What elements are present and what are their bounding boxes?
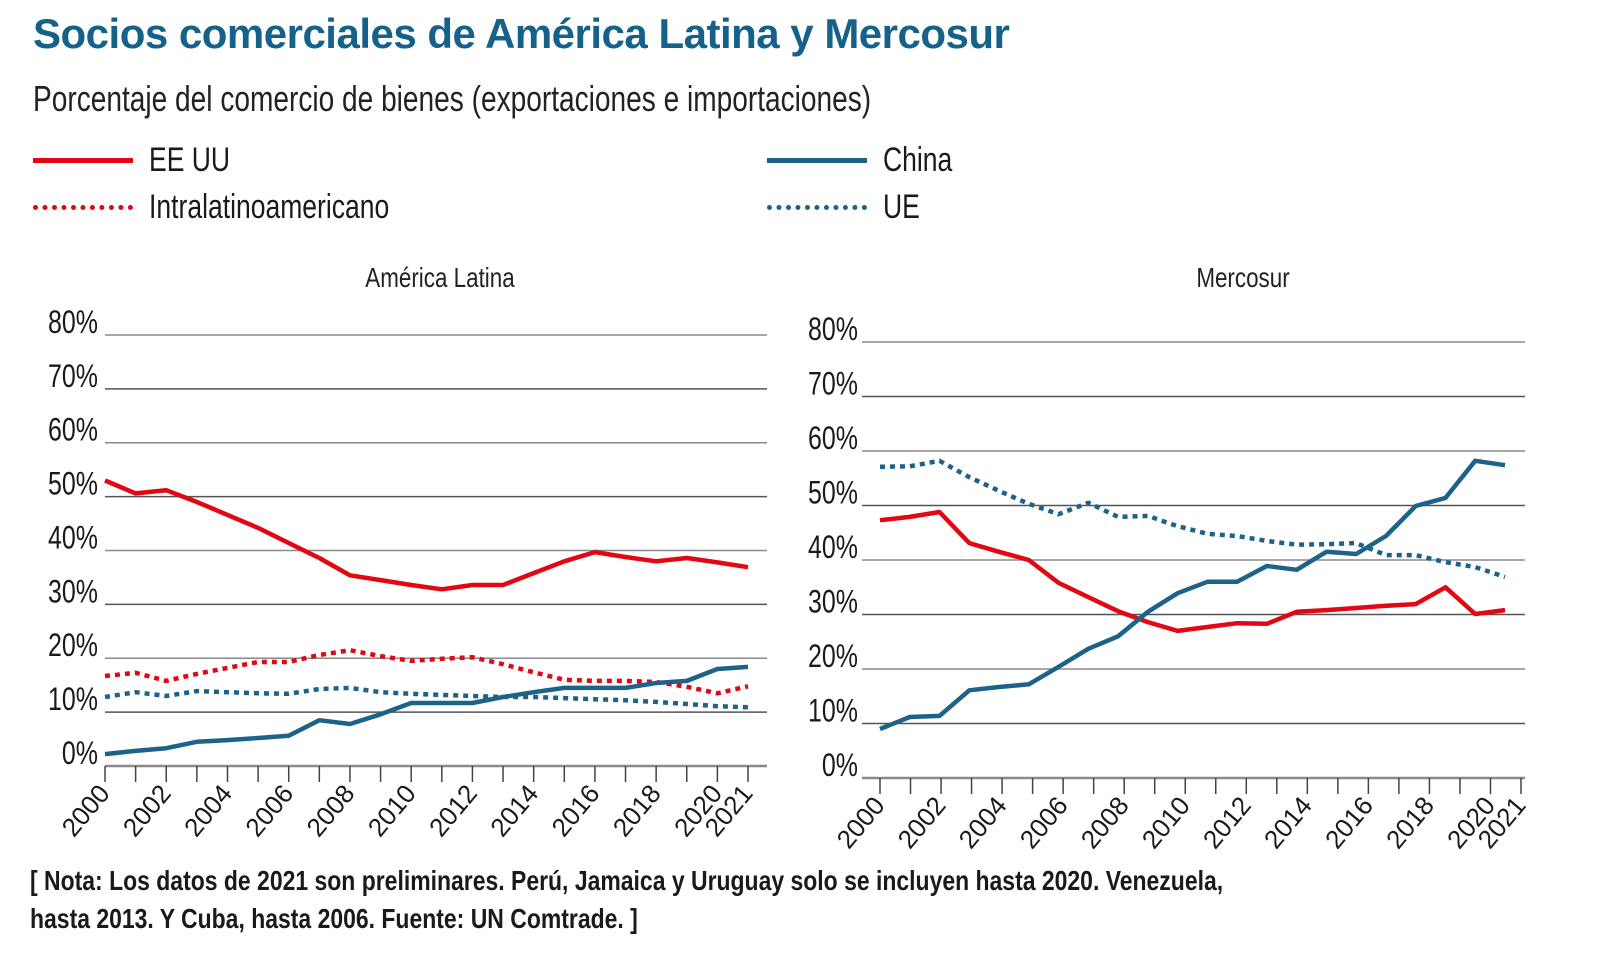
y-tick-label: 50% (808, 476, 858, 512)
series-line-ee-uu (104, 478, 749, 592)
y-tick-label: 80% (48, 305, 98, 341)
chart-mercosur: 0%10%20%30%40%50%60%70%80%2000 2002 2004 20… (808, 312, 1532, 854)
legend-item-china: China (767, 140, 972, 180)
x-tick-label: 2004 (178, 779, 238, 843)
y-tick-label: 50% (48, 467, 98, 503)
legend-swatch-solid-blue (767, 157, 867, 163)
y-tick-label: 60% (48, 413, 98, 449)
legend-label: EE UU (149, 140, 231, 179)
x-tick-label: 2012 (1197, 791, 1257, 855)
x-tick-label: 2010 (1136, 791, 1196, 855)
series-line-ue (879, 458, 1506, 580)
footnote: [ Nota: Los datos de 2021 son preliminar… (30, 862, 1223, 938)
chart-title: Socios comerciales de América Latina y M… (33, 10, 1010, 57)
legend-label: Intralatinoamericano (149, 187, 390, 226)
x-tick-label: 2002 (891, 791, 951, 855)
y-tick-label: 70% (48, 359, 98, 395)
x-tick-label: 2006 (239, 779, 299, 843)
y-tick-label: 30% (48, 574, 98, 610)
series-line-intralatinoamericano (104, 647, 749, 696)
x-tick-label: 2018 (607, 779, 667, 843)
y-tick-label: 10% (48, 682, 98, 718)
footnote-line-1: [ Nota: Los datos de 2021 son preliminar… (30, 865, 1224, 896)
legend-swatch-dotted-red (33, 204, 133, 210)
x-tick-label: 2000 (55, 779, 115, 843)
x-tick-label: 2010 (362, 779, 422, 843)
series-line-china (104, 664, 749, 757)
x-tick-label: 2018 (1380, 791, 1440, 855)
x-tick-label: 2008 (1075, 791, 1135, 855)
legend-label: China (883, 140, 953, 179)
series-line-ue (104, 685, 749, 710)
series-line-china (879, 458, 1506, 732)
panel-title-america-latina: América Latina (365, 262, 515, 293)
x-tick-label: 2014 (484, 779, 544, 843)
x-tick-label: 2002 (117, 779, 177, 843)
x-tick-label: 2000 (830, 791, 890, 855)
x-tick-label: 2014 (1258, 791, 1318, 855)
y-tick-label: 10% (808, 694, 858, 730)
legend-label: UE (883, 187, 920, 226)
x-tick-label: 2004 (953, 791, 1013, 855)
y-tick-label: 40% (808, 530, 858, 566)
x-tick-label: 2012 (423, 779, 483, 843)
panel-title-mercosur: Mercosur (1196, 262, 1290, 293)
x-tick-label: 2016 (1319, 791, 1379, 855)
legend-swatch-solid-red (33, 157, 133, 163)
legend-item-eeuu: EE UU (33, 140, 253, 180)
footnote-line-2: hasta 2013. Y Cuba, hasta 2006. Fuente: … (30, 903, 638, 934)
x-tick-label: 2006 (1014, 791, 1074, 855)
y-tick-label: 30% (808, 585, 858, 621)
y-tick-label: 20% (808, 639, 858, 675)
y-tick-label: 70% (808, 367, 858, 403)
legend-item-intralatinoamericano: Intralatinoamericano (33, 187, 457, 227)
x-tick-label: 2016 (545, 779, 605, 843)
y-tick-label: 40% (48, 521, 98, 557)
series-line-ee-uu (879, 509, 1506, 634)
y-tick-label: 80% (808, 312, 858, 348)
y-tick-label: 0% (62, 736, 98, 772)
chart-subtitle: Porcentaje del comercio de bienes (expor… (33, 78, 872, 119)
y-tick-label: 60% (808, 421, 858, 457)
legend-item-ue: UE (767, 187, 930, 227)
legend-swatch-dotted-blue (767, 204, 867, 210)
chart-america-latina: 0%10%20%30%40%50%60%70%80%2000 2002 2004 20… (48, 305, 767, 842)
y-tick-label: 0% (822, 748, 858, 784)
x-tick-label: 2008 (300, 779, 360, 843)
y-tick-label: 20% (48, 628, 98, 664)
